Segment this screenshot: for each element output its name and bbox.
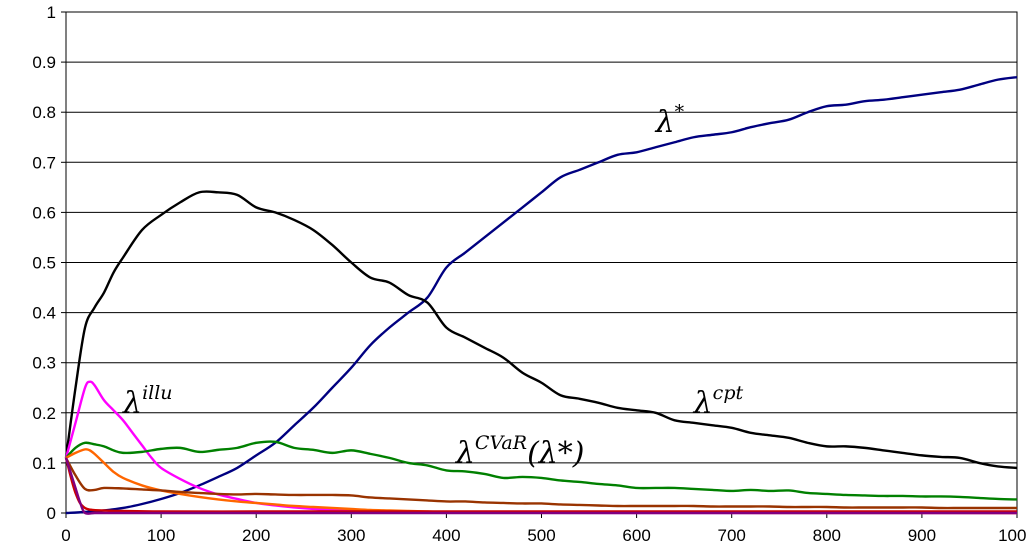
annotation-base: λ (693, 386, 713, 421)
y-tick-label: 0.8 (32, 103, 56, 122)
annotation-superscript: * (675, 101, 685, 123)
y-tick-label: 0.9 (32, 53, 56, 72)
x-tick-label: 500 (527, 526, 555, 545)
annotation-superscript: cpt (713, 382, 744, 404)
x-tick-label: 100 (147, 526, 175, 545)
x-tick-label: 800 (813, 526, 841, 545)
annotation-tail: (λ*) (527, 436, 584, 471)
series-group (64, 75, 1018, 515)
y-axis-ticks: 0 0.1 0.2 0.3 0.4 0.5 0.6 0.7 0.8 0.9 1 (32, 3, 66, 523)
x-tick-label: 700 (718, 526, 746, 545)
x-tick-label: 200 (242, 526, 270, 545)
grid-lines (66, 61, 1017, 464)
annotation-base: λ (455, 436, 475, 471)
y-tick-label: 0.6 (32, 203, 56, 222)
series-line-1 (64, 190, 1018, 470)
series-annotation-0: λ* (655, 101, 685, 140)
annotation-superscript: illu (142, 382, 172, 404)
series-line-5 (64, 457, 1017, 510)
annotation-superscript: CVaR (475, 432, 527, 454)
series-line-0 (65, 75, 1018, 515)
y-tick-label: 0.3 (32, 354, 56, 373)
annotation-base: λ (655, 105, 675, 140)
y-tick-label: 0.2 (32, 404, 56, 423)
y-tick-label: 0.4 (32, 304, 56, 323)
series-annotation-1: λcpt (693, 382, 744, 421)
annotation-base: λ (122, 386, 142, 421)
series-line-3 (65, 440, 1018, 501)
y-tick-label: 0.7 (32, 153, 56, 172)
series-line-6 (64, 457, 1017, 513)
x-tick-label: 600 (622, 526, 650, 545)
y-tick-label: 1 (47, 3, 56, 22)
x-tick-label: 300 (337, 526, 365, 545)
y-tick-label: 0 (47, 504, 56, 523)
series-line-7 (64, 457, 1017, 515)
y-tick-label: 0.5 (32, 254, 56, 273)
x-tick-label: 400 (432, 526, 460, 545)
y-tick-label: 0.1 (32, 454, 56, 473)
x-tick-label: 0 (61, 526, 70, 545)
series-annotation-3: λCVaR(λ*) (455, 432, 585, 471)
series-annotation-2: λillu (122, 382, 172, 421)
x-axis-ticks: 0 100 200 300 400 500 600 700 800 900 1000 (61, 513, 1027, 545)
x-tick-label: 900 (908, 526, 936, 545)
x-tick-label: 1000 (998, 526, 1027, 545)
